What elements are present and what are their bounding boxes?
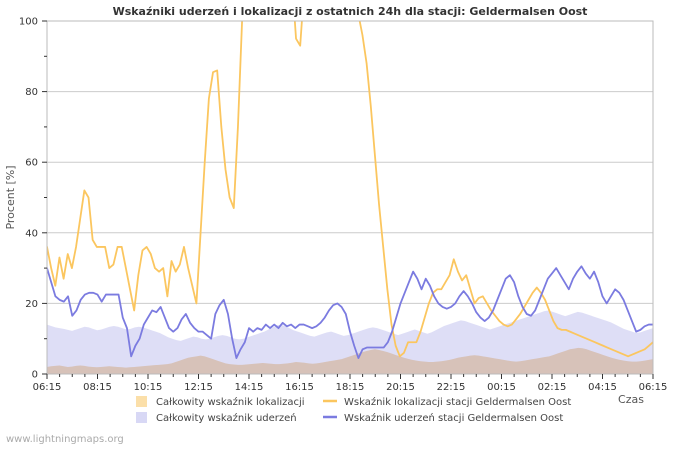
y-tick-label: 60 (25, 158, 38, 169)
x-tick-label: 10:15 (134, 382, 163, 393)
x-tick-label: 06:15 (639, 382, 668, 393)
chart-title: Wskaźniki uderzeń i lokalizacji z ostatn… (113, 5, 588, 18)
watermark: www.lightningmaps.org (6, 434, 124, 445)
x-tick-label: 20:15 (386, 382, 415, 393)
legend-item[interactable]: Wskaźnik lokalizacji stacji Geldermalsen… (323, 396, 571, 408)
legend-swatch-icon (136, 412, 147, 423)
legend-label: Wskaźnik lokalizacji stacji Geldermalsen… (344, 396, 571, 408)
legend-item[interactable]: Całkowity wskaźnik lokalizacji (136, 396, 305, 408)
legend-item[interactable]: Całkowity wskaźnik uderzeń (136, 412, 297, 424)
x-tick-label: 02:15 (538, 382, 567, 393)
y-tick-label: 80 (25, 87, 38, 98)
legend-label: Całkowity wskaźnik lokalizacji (156, 396, 305, 408)
x-axis: 06:15 08:15 10:15 12:15 14:15 16:15 18:15 20:15… (33, 374, 668, 393)
x-tick-label: 04:15 (588, 382, 617, 393)
y-tick-label: 20 (25, 299, 38, 310)
x-tick-label: 18:15 (336, 382, 365, 393)
legend-item[interactable]: Wskaźnik uderzeń stacji Geldermalsen Oos… (323, 412, 563, 424)
line-station-strike (47, 265, 653, 360)
x-tick-label: 16:15 (285, 382, 314, 393)
x-axis-label: Czas (618, 393, 644, 406)
legend-swatch-icon (136, 396, 147, 407)
legend-label: Wskaźnik uderzeń stacji Geldermalsen Oos… (344, 412, 563, 424)
chart-legend: Całkowity wskaźnik lokalizacji Wskaźnik l… (136, 396, 571, 424)
y-tick-label: 40 (25, 228, 38, 239)
x-tick-label: 08:15 (83, 382, 112, 393)
x-tick-label: 22:15 (437, 382, 466, 393)
plot-area (47, 21, 653, 374)
y-tick-label: 100 (19, 17, 38, 28)
legend-label: Całkowity wskaźnik uderzeń (156, 412, 297, 424)
area-total-location-overlap (47, 347, 653, 374)
x-tick-label: 06:15 (33, 382, 62, 393)
line-station-location (47, 21, 653, 358)
y-gridlines (47, 20, 653, 304)
x-tick-label: 12:15 (184, 382, 213, 393)
y-axis-label: Procent [%] (4, 165, 17, 229)
x-tick-label: 14:15 (235, 382, 264, 393)
y-axis: 0 20 40 60 80 100 (19, 17, 47, 381)
y-tick-label: 0 (32, 370, 38, 381)
x-tick-label: 00:15 (487, 382, 516, 393)
